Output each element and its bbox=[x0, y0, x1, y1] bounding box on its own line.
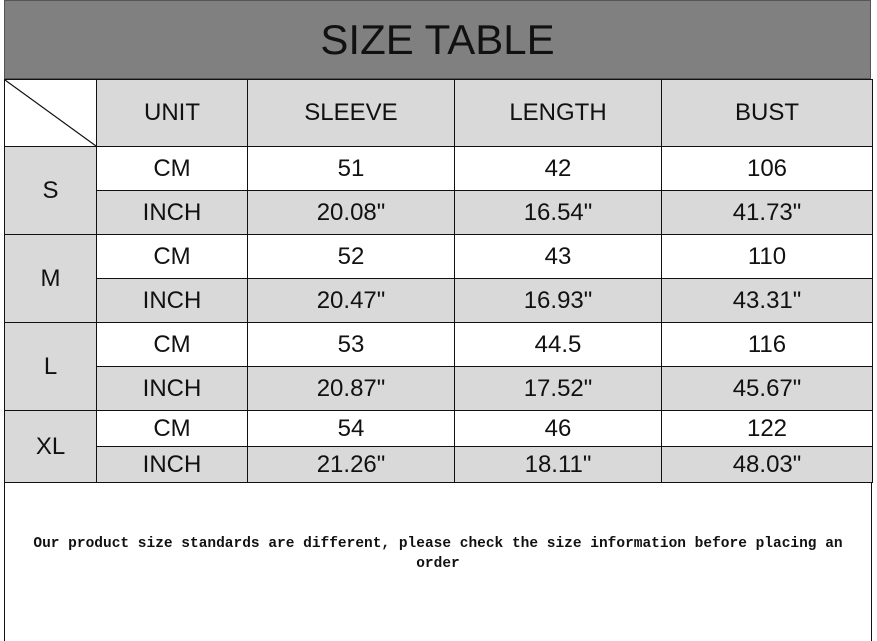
cell-length: 17.52" bbox=[454, 366, 662, 411]
cell-bust: 43.31" bbox=[661, 278, 873, 323]
cell-length: 42 bbox=[454, 146, 662, 191]
header-bust: BUST bbox=[661, 79, 873, 147]
header-row: UNIT SLEEVE LENGTH BUST bbox=[4, 79, 873, 147]
table-row-s-inch: INCH 20.08" 16.54" 41.73" bbox=[5, 190, 873, 235]
cell-bust: 106 bbox=[661, 146, 873, 191]
cell-sleeve: 53 bbox=[247, 322, 455, 367]
header-unit: UNIT bbox=[96, 79, 248, 147]
table-row-m-inch: INCH 20.47" 16.93" 43.31" bbox=[5, 278, 873, 323]
size-label: M bbox=[4, 234, 97, 323]
cell-length: 18.11" bbox=[454, 446, 662, 483]
cell-sleeve: 20.87" bbox=[247, 366, 455, 411]
cell-sleeve: 52 bbox=[247, 234, 455, 279]
table-title: SIZE TABLE bbox=[4, 0, 871, 79]
cell-length: 16.93" bbox=[454, 278, 662, 323]
cell-length: 43 bbox=[454, 234, 662, 279]
cell-unit: CM bbox=[96, 322, 248, 367]
size-table: UNIT SLEEVE LENGTH BUST S CM 51 42 106 INCH 20… bbox=[4, 79, 873, 483]
cell-sleeve: 20.08" bbox=[247, 190, 455, 235]
size-note: Our product size standards are different… bbox=[4, 482, 872, 641]
table-row-l-inch: INCH 20.87" 17.52" 45.67" bbox=[5, 366, 873, 411]
cell-bust: 122 bbox=[661, 410, 873, 447]
cell-unit: CM bbox=[96, 234, 248, 279]
cell-bust: 48.03" bbox=[661, 446, 873, 483]
size-label: L bbox=[4, 322, 97, 411]
cell-unit: INCH bbox=[96, 278, 248, 323]
cell-unit: CM bbox=[96, 146, 248, 191]
cell-sleeve: 51 bbox=[247, 146, 455, 191]
table-row-xl-inch: INCH 21.26" 18.11" 48.03" bbox=[5, 446, 873, 483]
cell-unit: INCH bbox=[96, 190, 248, 235]
table-row-l-cm: L CM 53 44.5 116 bbox=[4, 322, 873, 411]
table-row-s-cm: S CM 51 42 106 bbox=[4, 146, 873, 235]
cell-sleeve: 20.47" bbox=[247, 278, 455, 323]
cell-bust: 41.73" bbox=[661, 190, 873, 235]
cell-sleeve: 54 bbox=[247, 410, 455, 447]
table-row-xl-cm: XL CM 54 46 122 bbox=[4, 410, 873, 483]
cell-bust: 110 bbox=[661, 234, 873, 279]
cell-length: 16.54" bbox=[454, 190, 662, 235]
header-sleeve: SLEEVE bbox=[247, 79, 455, 147]
cell-unit: CM bbox=[96, 410, 248, 447]
cell-bust: 116 bbox=[661, 322, 873, 367]
note-text: Our product size standards are different… bbox=[33, 536, 843, 572]
cell-bust: 45.67" bbox=[661, 366, 873, 411]
size-label: XL bbox=[4, 410, 97, 483]
cell-unit: INCH bbox=[96, 366, 248, 411]
cell-unit: INCH bbox=[96, 446, 248, 483]
cell-length: 44.5 bbox=[454, 322, 662, 367]
table-row-m-cm: M CM 52 43 110 bbox=[4, 234, 873, 323]
cell-sleeve: 21.26" bbox=[247, 446, 455, 483]
header-length: LENGTH bbox=[454, 79, 662, 147]
size-label: S bbox=[4, 146, 97, 235]
diagonal-corner-cell bbox=[4, 79, 97, 147]
cell-length: 46 bbox=[454, 410, 662, 447]
